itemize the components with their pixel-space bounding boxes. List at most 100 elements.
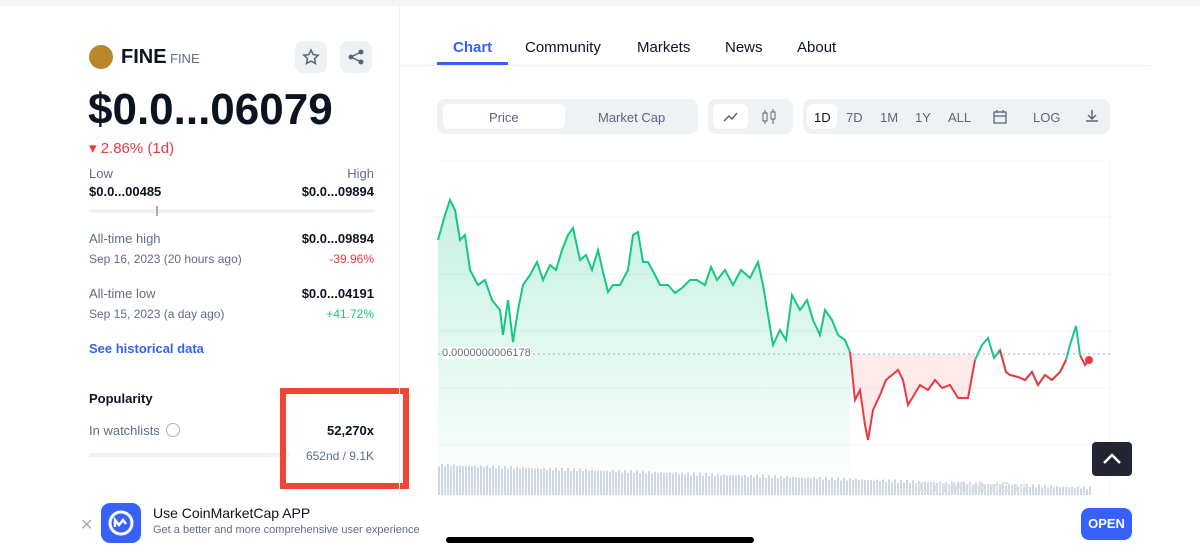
open-button[interactable]: OPEN bbox=[1081, 508, 1132, 540]
volume-bar bbox=[507, 468, 509, 495]
volume-bar bbox=[1032, 484, 1034, 495]
ath-value: $0.0...09894 bbox=[301, 231, 374, 246]
volume-bar bbox=[519, 468, 521, 495]
volume-bar bbox=[915, 482, 917, 495]
volume-bar bbox=[1071, 486, 1073, 495]
volume-bar bbox=[969, 482, 971, 495]
volume-bar bbox=[651, 473, 653, 495]
volume-bar bbox=[948, 483, 950, 495]
volume-bar bbox=[981, 482, 983, 495]
volume-bar bbox=[855, 478, 857, 495]
volume-bar bbox=[798, 477, 800, 495]
tabs-rule bbox=[399, 65, 1150, 66]
line-icon[interactable] bbox=[713, 104, 748, 129]
scroll-top-button[interactable] bbox=[1092, 442, 1132, 476]
tab[interactable]: About bbox=[797, 39, 837, 56]
volume-bar bbox=[630, 470, 632, 495]
volume-bar bbox=[735, 475, 737, 495]
range-option[interactable]: 1M bbox=[880, 110, 899, 125]
banner-subtitle: Get a better and more comprehensive user… bbox=[153, 524, 420, 536]
volume-bar bbox=[447, 464, 449, 495]
price-chart bbox=[437, 160, 1111, 496]
candle-icon[interactable] bbox=[760, 108, 778, 126]
volume-bar bbox=[786, 476, 788, 495]
volume-bar bbox=[906, 479, 908, 495]
volume-bar bbox=[441, 463, 443, 495]
range-active bbox=[807, 104, 837, 129]
volume-bar bbox=[681, 472, 683, 495]
volume-bar bbox=[648, 471, 650, 495]
volume-bar bbox=[741, 476, 743, 495]
volume-bar bbox=[600, 470, 602, 495]
volume-bar bbox=[510, 466, 512, 495]
calendar-icon[interactable] bbox=[992, 109, 1008, 125]
historical-link[interactable]: See historical data bbox=[89, 341, 204, 356]
volume-bar bbox=[684, 474, 686, 495]
tab[interactable]: News bbox=[725, 39, 763, 56]
tab[interactable]: Community bbox=[525, 39, 601, 56]
home-indicator bbox=[446, 537, 754, 543]
tab[interactable]: Chart bbox=[453, 39, 493, 56]
volume-bar bbox=[924, 481, 926, 495]
volume-bar bbox=[837, 477, 839, 495]
volume-bar bbox=[567, 468, 569, 495]
range-option[interactable]: 1Y bbox=[915, 110, 931, 125]
share-button[interactable] bbox=[340, 41, 372, 73]
volume-bar bbox=[1008, 484, 1010, 495]
volume-bar bbox=[1002, 484, 1004, 495]
volume-bar bbox=[927, 482, 929, 495]
info-icon[interactable] bbox=[166, 423, 180, 437]
app-logo bbox=[101, 503, 141, 543]
download-icon[interactable] bbox=[1084, 108, 1100, 124]
volume-bar bbox=[795, 477, 797, 495]
volume-bar bbox=[678, 474, 680, 495]
mode-option[interactable]: Market Cap bbox=[598, 110, 666, 125]
volume-bar bbox=[468, 465, 470, 495]
volume-bar bbox=[876, 479, 878, 495]
volume-bar bbox=[1047, 487, 1049, 495]
range-option[interactable]: ALL bbox=[948, 110, 972, 125]
watch-button[interactable] bbox=[295, 41, 327, 73]
volume-bar bbox=[723, 474, 725, 495]
volume-bar bbox=[531, 468, 533, 495]
volume-bar bbox=[936, 482, 938, 495]
volume-bar bbox=[474, 465, 476, 495]
volume-bar bbox=[438, 466, 440, 495]
tab[interactable]: Markets bbox=[637, 39, 691, 56]
volume-bar bbox=[987, 483, 989, 495]
volume-bar bbox=[1053, 487, 1055, 495]
volume-bar bbox=[696, 475, 698, 495]
volume-bar bbox=[882, 479, 884, 495]
active-tab-underline bbox=[437, 62, 508, 65]
volume-bar bbox=[666, 473, 668, 495]
volume-bar bbox=[930, 482, 932, 495]
volume-bars bbox=[438, 463, 1091, 495]
volume-bar bbox=[450, 466, 452, 495]
volume-bar bbox=[897, 482, 899, 495]
range-option[interactable]: 1D bbox=[814, 110, 831, 125]
volume-bar bbox=[957, 481, 959, 495]
volume-bar bbox=[1065, 486, 1067, 495]
volume-bar bbox=[813, 477, 815, 495]
volume-bar bbox=[975, 482, 977, 495]
volume-bar bbox=[1035, 487, 1037, 495]
volume-bar bbox=[612, 470, 614, 495]
volume-bar bbox=[765, 477, 767, 495]
volume-bar bbox=[912, 480, 914, 495]
log-toggle[interactable]: LOG bbox=[1033, 110, 1061, 125]
volume-bar bbox=[771, 478, 773, 495]
volume-bar bbox=[951, 481, 953, 495]
range-option[interactable]: 7D bbox=[846, 110, 863, 125]
volume-bar bbox=[1074, 487, 1076, 495]
volume-bar bbox=[498, 465, 500, 495]
volume-bar bbox=[1062, 486, 1064, 495]
volume-bar bbox=[759, 477, 761, 495]
volume-bar bbox=[525, 468, 527, 495]
volume-bar bbox=[669, 472, 671, 495]
volume-bar bbox=[552, 470, 554, 495]
volume-bar bbox=[480, 465, 482, 495]
mode-option[interactable]: Price bbox=[489, 110, 519, 125]
volume-bar bbox=[582, 471, 584, 495]
close-banner[interactable]: ✕ bbox=[80, 517, 94, 534]
volume-bar bbox=[864, 480, 866, 495]
